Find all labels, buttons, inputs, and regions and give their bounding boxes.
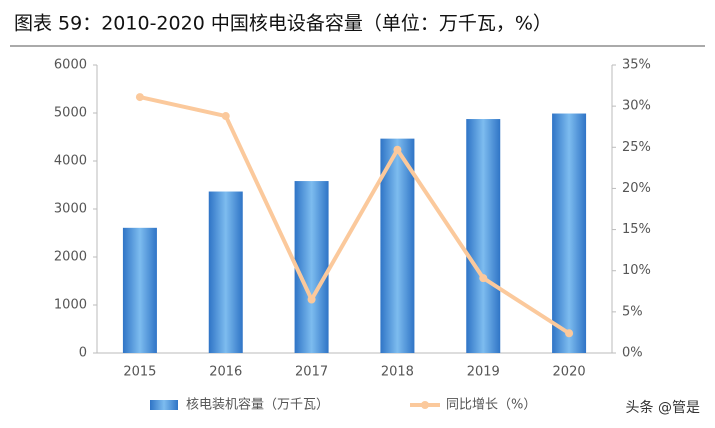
line-point xyxy=(135,93,144,102)
bar xyxy=(466,119,501,353)
line-point xyxy=(221,112,230,121)
y2-tick-label: 5% xyxy=(622,304,643,319)
chart-title: 图表 59：2010-2020 中国核电设备容量（单位：万千瓦，%） xyxy=(14,13,552,35)
bar xyxy=(380,138,415,353)
bar xyxy=(552,113,587,353)
watermark: 头条 @管是 xyxy=(626,399,700,416)
y-tick-label: 3000 xyxy=(54,202,87,217)
x-tick-label: 2015 xyxy=(123,365,156,380)
legend-label: 同比增长（%） xyxy=(446,398,536,413)
line xyxy=(139,95,571,335)
x-tick-label: 2018 xyxy=(381,365,414,380)
x-tick-label: 2020 xyxy=(553,365,586,380)
bar xyxy=(294,181,329,353)
legend-label: 核电装机容量（万千瓦） xyxy=(186,397,329,413)
y2-tick-label: 30% xyxy=(622,99,651,114)
y-tick-label: 5000 xyxy=(54,106,87,121)
line-point xyxy=(393,145,402,154)
y-tick-label: 2000 xyxy=(54,250,87,265)
bar xyxy=(122,227,157,353)
legend-swatch xyxy=(150,400,178,410)
y2-tick-label: 25% xyxy=(622,140,651,155)
y2-tick-label: 10% xyxy=(622,263,651,278)
y2-tick-label: 0% xyxy=(622,346,643,361)
line-point xyxy=(479,274,488,283)
line-point xyxy=(565,329,574,338)
y-tick-label: 6000 xyxy=(54,58,87,73)
y2-tick-label: 20% xyxy=(622,181,651,196)
x-tick-label: 2017 xyxy=(295,365,328,380)
y-tick-label: 4000 xyxy=(54,154,87,169)
x-tick-label: 2016 xyxy=(209,365,242,380)
y2-tick-label: 35% xyxy=(622,58,651,73)
y-tick-label: 1000 xyxy=(54,298,87,313)
x-tick-label: 2019 xyxy=(467,365,500,380)
bar xyxy=(208,191,243,353)
y2-tick-label: 15% xyxy=(622,222,651,237)
line-point xyxy=(307,295,316,304)
legend-swatch xyxy=(421,401,429,409)
y-tick-label: 0 xyxy=(79,346,87,361)
